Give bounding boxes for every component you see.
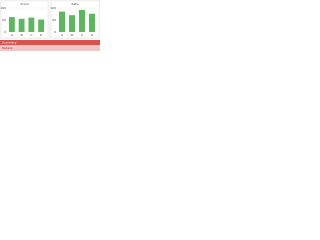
x-tick-label: A xyxy=(61,33,64,37)
x-tick-label: B xyxy=(71,33,73,37)
footer-title: Summary xyxy=(2,41,17,45)
y-tick-label: 100 xyxy=(0,6,6,10)
y-tick-label: 0 xyxy=(54,30,56,34)
bar xyxy=(79,9,85,32)
screen: Summary Details Score 0 50 100 A B C D Rate 0 50 10… xyxy=(0,0,100,51)
bar xyxy=(18,18,25,32)
x-tick-label: A xyxy=(11,33,14,37)
footer-row xyxy=(0,45,100,51)
y-tick-label: 0 xyxy=(4,30,6,34)
y-tick-label: 100 xyxy=(50,6,56,10)
x-tick-label: D xyxy=(40,33,43,37)
bar xyxy=(38,19,45,32)
bar xyxy=(8,17,15,32)
x-tick-label: C xyxy=(81,33,83,37)
bar xyxy=(89,13,95,32)
bar xyxy=(59,11,65,32)
chart-title: Rate xyxy=(72,2,79,6)
footer-bar xyxy=(0,40,100,45)
bar xyxy=(69,15,75,32)
bar xyxy=(28,17,35,32)
y-tick-label: 50 xyxy=(52,18,56,22)
x-tick-label: D xyxy=(91,33,94,37)
chart-title: Score xyxy=(20,2,29,6)
footer-note: Details xyxy=(2,46,13,50)
x-tick-label: C xyxy=(30,33,32,37)
x-tick-label: B xyxy=(21,33,23,37)
page: Summary Details Score 0 50 100 A B C D Rate 0 50 10… xyxy=(0,0,100,51)
y-tick-label: 50 xyxy=(2,18,6,22)
